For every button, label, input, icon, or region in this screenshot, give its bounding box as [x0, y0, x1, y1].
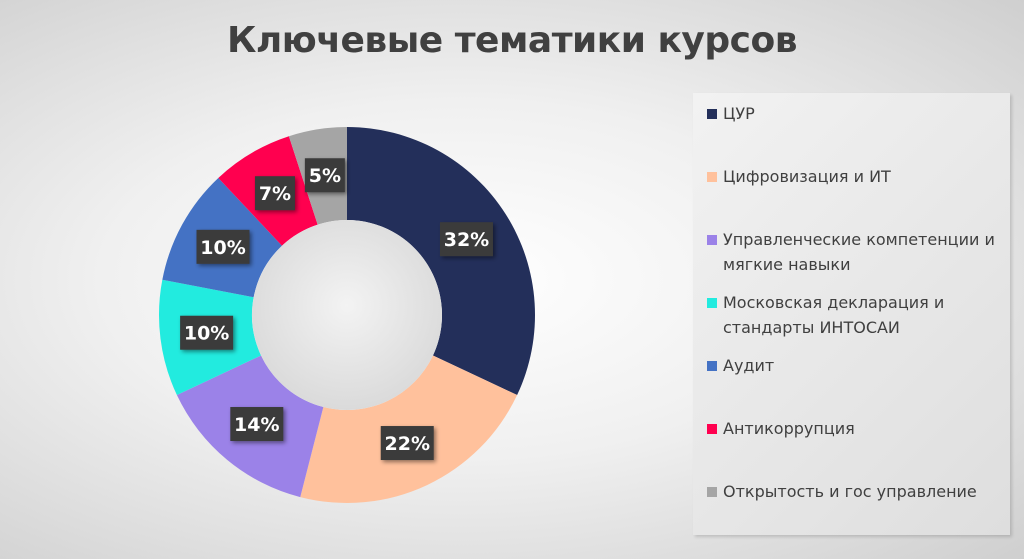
data-label-text: 10% — [184, 323, 229, 345]
legend-label: Открытость и гос управление — [723, 482, 977, 501]
chart-title: Ключевые тематики курсов — [226, 20, 798, 61]
legend-item: Антикоррупция — [707, 416, 1007, 441]
legend-item: Московская декларация и стандарты ИНТОСА… — [707, 290, 1007, 340]
legend: ЦУР Цифровизация и ИТ Управленческие компе… — [693, 93, 1010, 535]
data-label-box — [230, 407, 284, 442]
data-label-box — [254, 176, 295, 211]
data-label-box — [380, 426, 434, 461]
legend-label: Антикоррупция — [723, 419, 855, 438]
legend-swatch — [707, 298, 717, 308]
donut-hole — [252, 220, 442, 410]
data-label-text: 22% — [385, 433, 430, 455]
legend-label: Аудит — [723, 356, 775, 375]
data-label-text: 14% — [234, 414, 279, 436]
legend-swatch — [707, 235, 717, 245]
data-label-box — [439, 222, 493, 257]
data-label-text: 10% — [200, 237, 245, 259]
data-label: 22% — [380, 426, 434, 461]
legend-label: ЦУР — [723, 104, 755, 123]
legend-item: Цифровизация и ИТ — [707, 164, 1007, 189]
legend-swatch — [707, 109, 717, 119]
data-label-box — [180, 315, 234, 350]
legend-swatch — [707, 487, 717, 497]
legend-item: Управленческие компетенции и мягкие навы… — [707, 227, 1007, 277]
data-label: 14% — [230, 407, 284, 442]
data-label-text: 5% — [309, 165, 341, 187]
data-label-box — [196, 229, 250, 264]
data-label-text: 7% — [259, 183, 291, 205]
data-label-text: 32% — [444, 229, 489, 251]
data-label: 5% — [304, 158, 345, 193]
data-label: 10% — [196, 229, 250, 264]
legend-swatch — [707, 361, 717, 371]
donut-slice — [347, 127, 535, 396]
legend-label: Цифровизация и ИТ — [723, 167, 891, 186]
data-label-box — [304, 158, 345, 193]
legend-item: ЦУР — [707, 101, 1007, 126]
legend-item: Открытость и гос управление — [707, 479, 1007, 504]
legend-swatch — [707, 424, 717, 434]
data-label: 7% — [254, 176, 295, 211]
data-label: 10% — [180, 315, 234, 350]
legend-swatch — [707, 172, 717, 182]
legend-label: Управленческие компетенции и мягкие навы… — [723, 230, 995, 274]
legend-item: Аудит — [707, 353, 1007, 378]
data-label: 32% — [439, 222, 493, 257]
legend-label: Московская декларация и стандарты ИНТОСА… — [723, 293, 945, 337]
